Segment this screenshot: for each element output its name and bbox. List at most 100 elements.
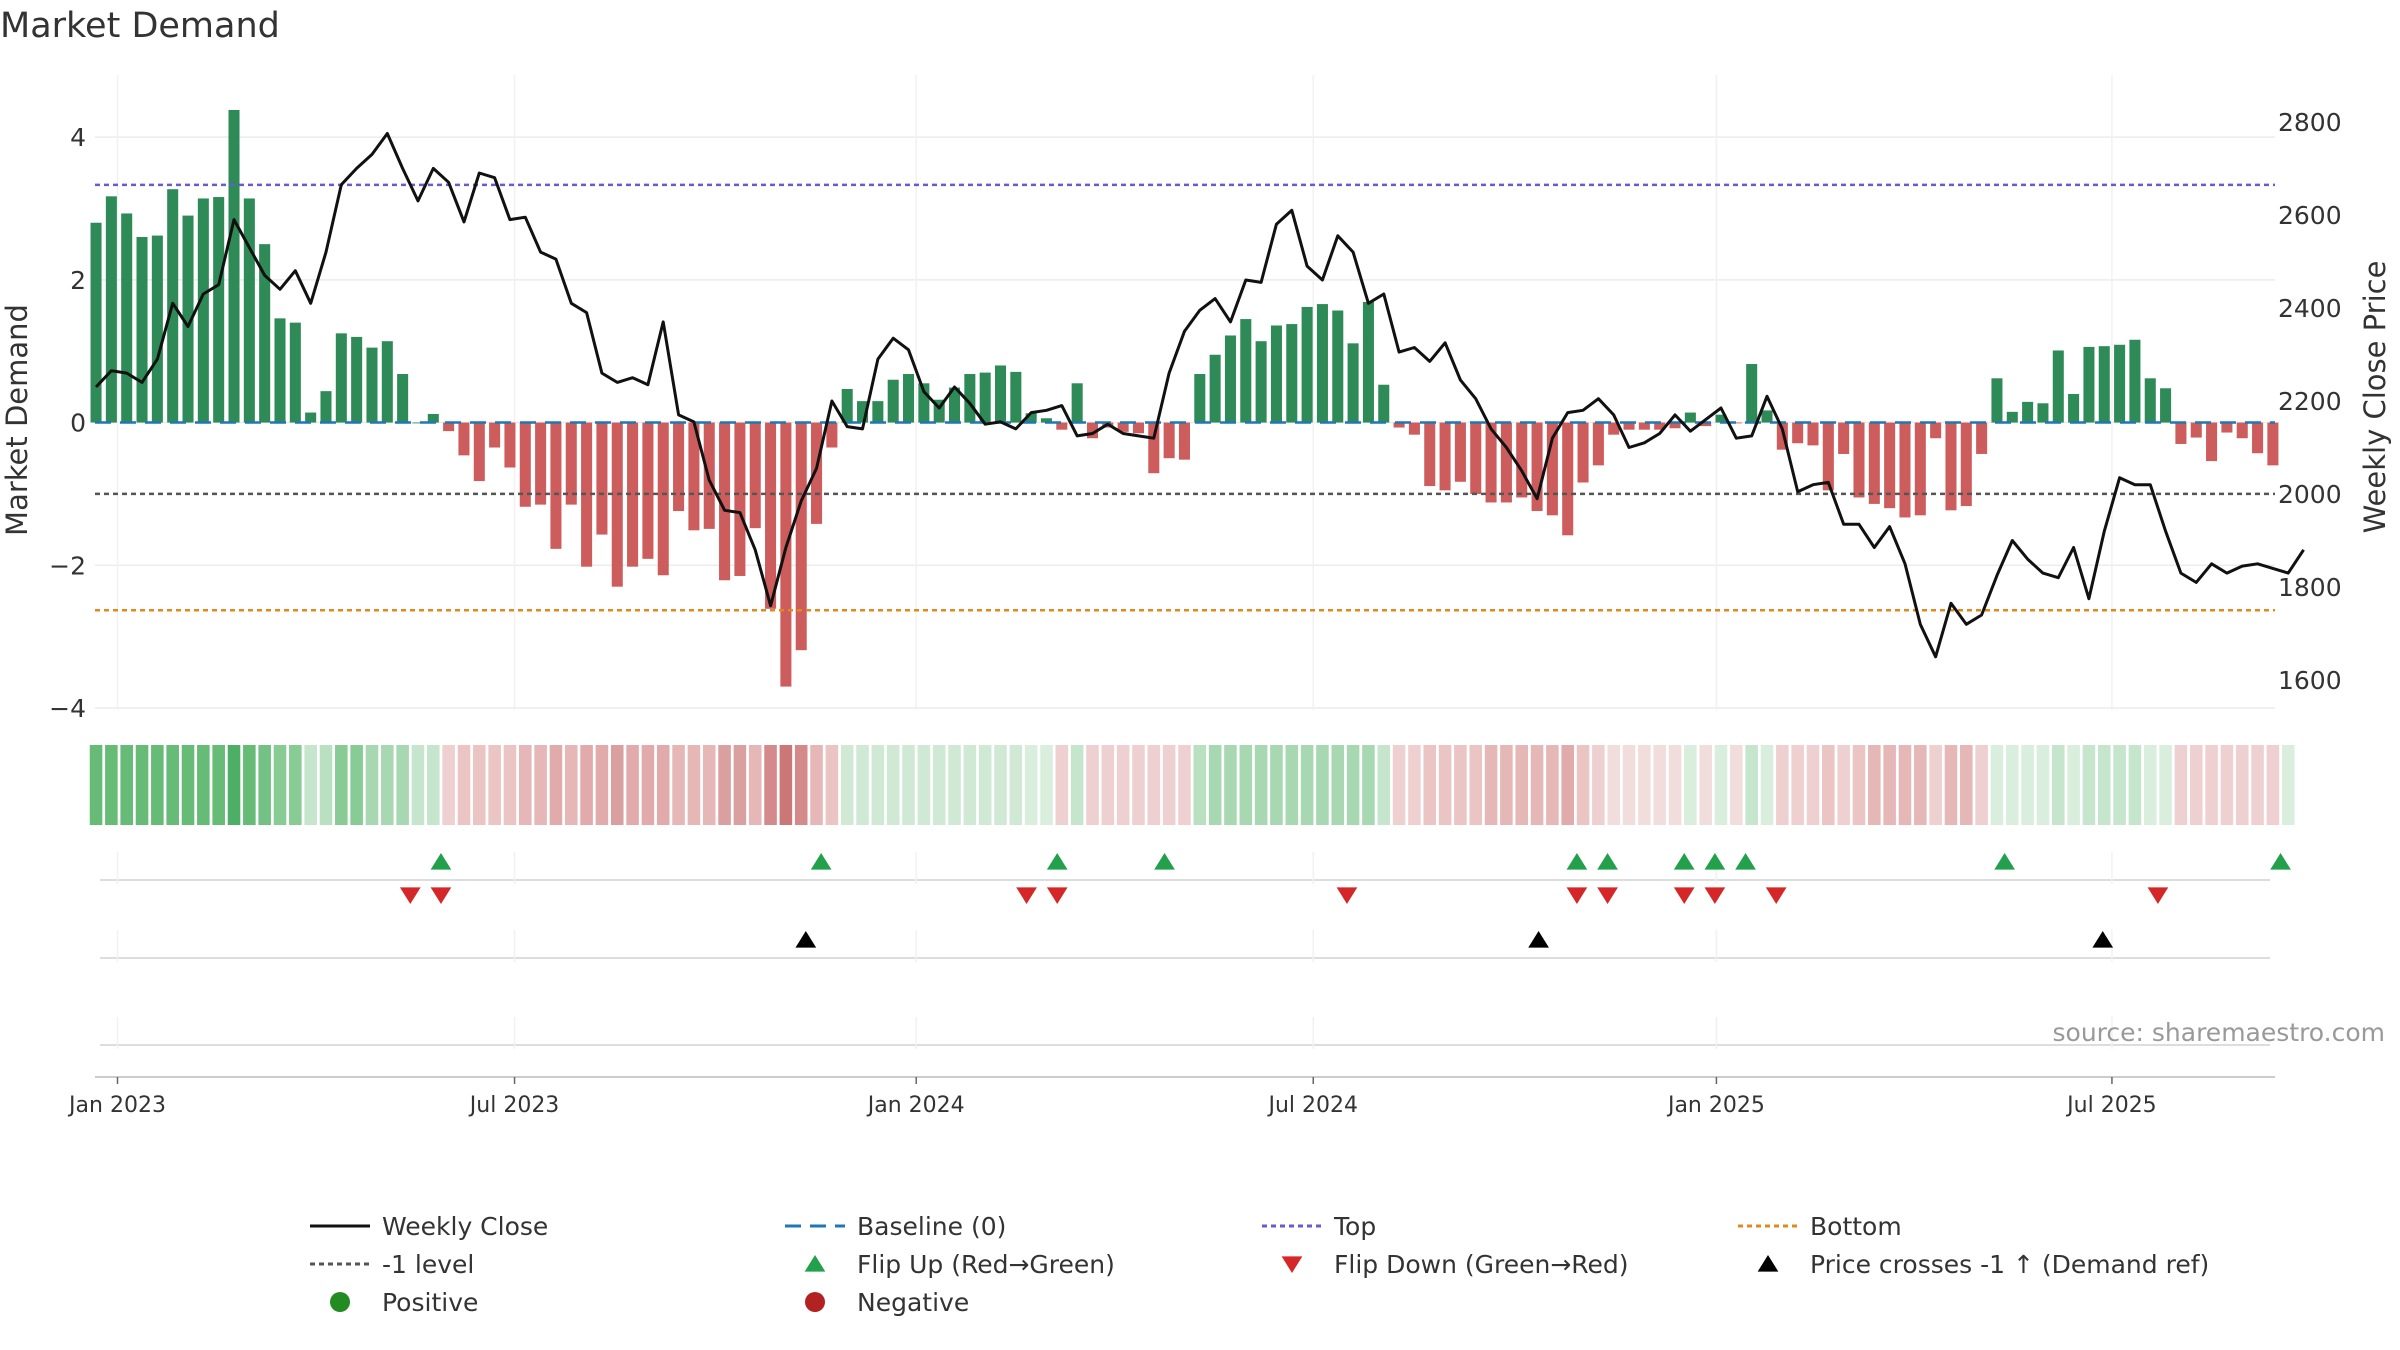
demand-bar: [1730, 422, 1742, 424]
y2-axis-ticks: 2800 2600 2400 2200 2000 1800 1600: [2278, 108, 2342, 695]
demand-bar: [458, 422, 470, 456]
strip-cell: [580, 745, 593, 825]
demand-bar: [2006, 411, 2018, 423]
demand-bar: [1761, 410, 1773, 423]
demand-bar: [1577, 422, 1589, 483]
strip-cell: [1438, 745, 1452, 825]
strip-cell: [1147, 745, 1161, 825]
demand-bar: [1654, 422, 1666, 430]
strip-cell: [1638, 745, 1651, 825]
strip-cell: [1760, 745, 1774, 825]
strip-cell: [2113, 745, 2126, 825]
demand-bar: [903, 374, 915, 423]
demand-bar: [1884, 422, 1896, 509]
strip-cell: [2159, 745, 2172, 825]
strip-cell: [1929, 745, 1942, 825]
demand-bar: [1669, 422, 1681, 429]
demand-bar: [627, 422, 639, 567]
strip-cell: [166, 745, 179, 825]
strip-cell: [1806, 745, 1820, 825]
demand-bar: [1086, 422, 1099, 439]
strip-cell: [764, 745, 777, 825]
demand-bar: [1163, 422, 1175, 459]
strip-cell: [702, 745, 716, 825]
demand-bar: [182, 215, 194, 423]
y2-tick-label: 2000: [2278, 480, 2342, 509]
strip-cell: [335, 745, 348, 825]
strip-cell: [564, 745, 578, 825]
strip-cell: [2128, 745, 2142, 825]
demand-bar: [1684, 412, 1696, 423]
x-tick-label: Jan 2025: [1666, 1093, 1765, 1118]
legend-item-cross: Price crosses -1 ↑ (Demand ref): [1757, 1250, 2209, 1279]
legend-item-flip-up: Flip Up (Red→Green): [804, 1250, 1115, 1279]
strip-cell: [840, 745, 854, 825]
legend-item-minus1: -1 level: [310, 1250, 474, 1279]
strip-cell: [779, 745, 793, 825]
demand-bar: [259, 244, 271, 423]
demand-bar: [1224, 335, 1236, 423]
demand-bar: [1255, 341, 1267, 423]
strip-cell: [856, 745, 869, 825]
strip-cell: [1300, 745, 1314, 825]
demand-bar: [90, 222, 102, 423]
legend-swatch: [330, 1292, 350, 1312]
demand-bar: [688, 422, 700, 531]
demand-bar: [1056, 422, 1068, 430]
strip-cell: [289, 745, 302, 825]
demand-bar: [1516, 422, 1528, 498]
strip-cell: [656, 745, 670, 825]
strip-cell: [1944, 745, 1958, 825]
demand-bar: [1546, 422, 1558, 516]
flip-up-marker: [2270, 853, 2291, 870]
strip-cell: [2006, 745, 2019, 825]
strip-cell: [1070, 745, 1084, 825]
demand-bar: [121, 213, 133, 423]
y-tick-label: −2: [49, 551, 86, 580]
demand-bar: [213, 197, 225, 423]
legend-label: Price crosses -1 ↑ (Demand ref): [1810, 1250, 2209, 1279]
y2-axis-label: Weekly Close Price: [2358, 261, 2392, 534]
strip-cell: [978, 745, 992, 825]
legend-label: Positive: [382, 1288, 478, 1317]
demand-bar: [1746, 364, 1758, 423]
strip-cell: [1699, 745, 1712, 825]
flip-down-marker: [1016, 887, 1037, 904]
strip-cell: [610, 745, 624, 825]
demand-bar: [1408, 422, 1420, 435]
strip-cell: [1362, 745, 1375, 825]
demand-bar: [673, 422, 685, 512]
demand-bar: [765, 422, 777, 609]
y-tick-label: 4: [70, 123, 86, 152]
strip-cell: [1791, 745, 1804, 825]
legend-swatch: [805, 1292, 825, 1312]
strip-cell: [2051, 745, 2065, 825]
strip-cell: [1193, 745, 1207, 825]
legend-label: Weekly Close: [382, 1212, 548, 1241]
strip-cell: [1653, 745, 1666, 825]
demand-bar: [243, 198, 255, 423]
strip-cell: [1714, 745, 1728, 825]
strip-cell: [886, 745, 900, 825]
strip-cell: [381, 745, 394, 825]
flip-up-marker: [1046, 853, 1068, 870]
demand-bar: [136, 237, 148, 423]
strip-cell: [2266, 745, 2280, 825]
flip-up-marker: [1994, 853, 2015, 870]
legend-label: Flip Down (Green→Red): [1334, 1250, 1629, 1279]
flip-up-marker: [1673, 853, 1695, 870]
legend-label: Top: [1333, 1212, 1376, 1241]
strip-cell: [994, 745, 1007, 825]
demand-bar: [2160, 388, 2172, 423]
demand-bar: [1378, 384, 1390, 423]
strip-cell: [917, 745, 931, 825]
y2-tick-label: 1800: [2278, 573, 2342, 602]
demand-bar: [2114, 344, 2126, 423]
strip-cell: [1576, 745, 1590, 825]
strip-cell: [227, 745, 241, 825]
demand-bar: [105, 196, 117, 423]
flip-down-marker: [1336, 887, 1358, 904]
demand-bar: [228, 109, 240, 423]
demand-bar: [2022, 401, 2034, 423]
